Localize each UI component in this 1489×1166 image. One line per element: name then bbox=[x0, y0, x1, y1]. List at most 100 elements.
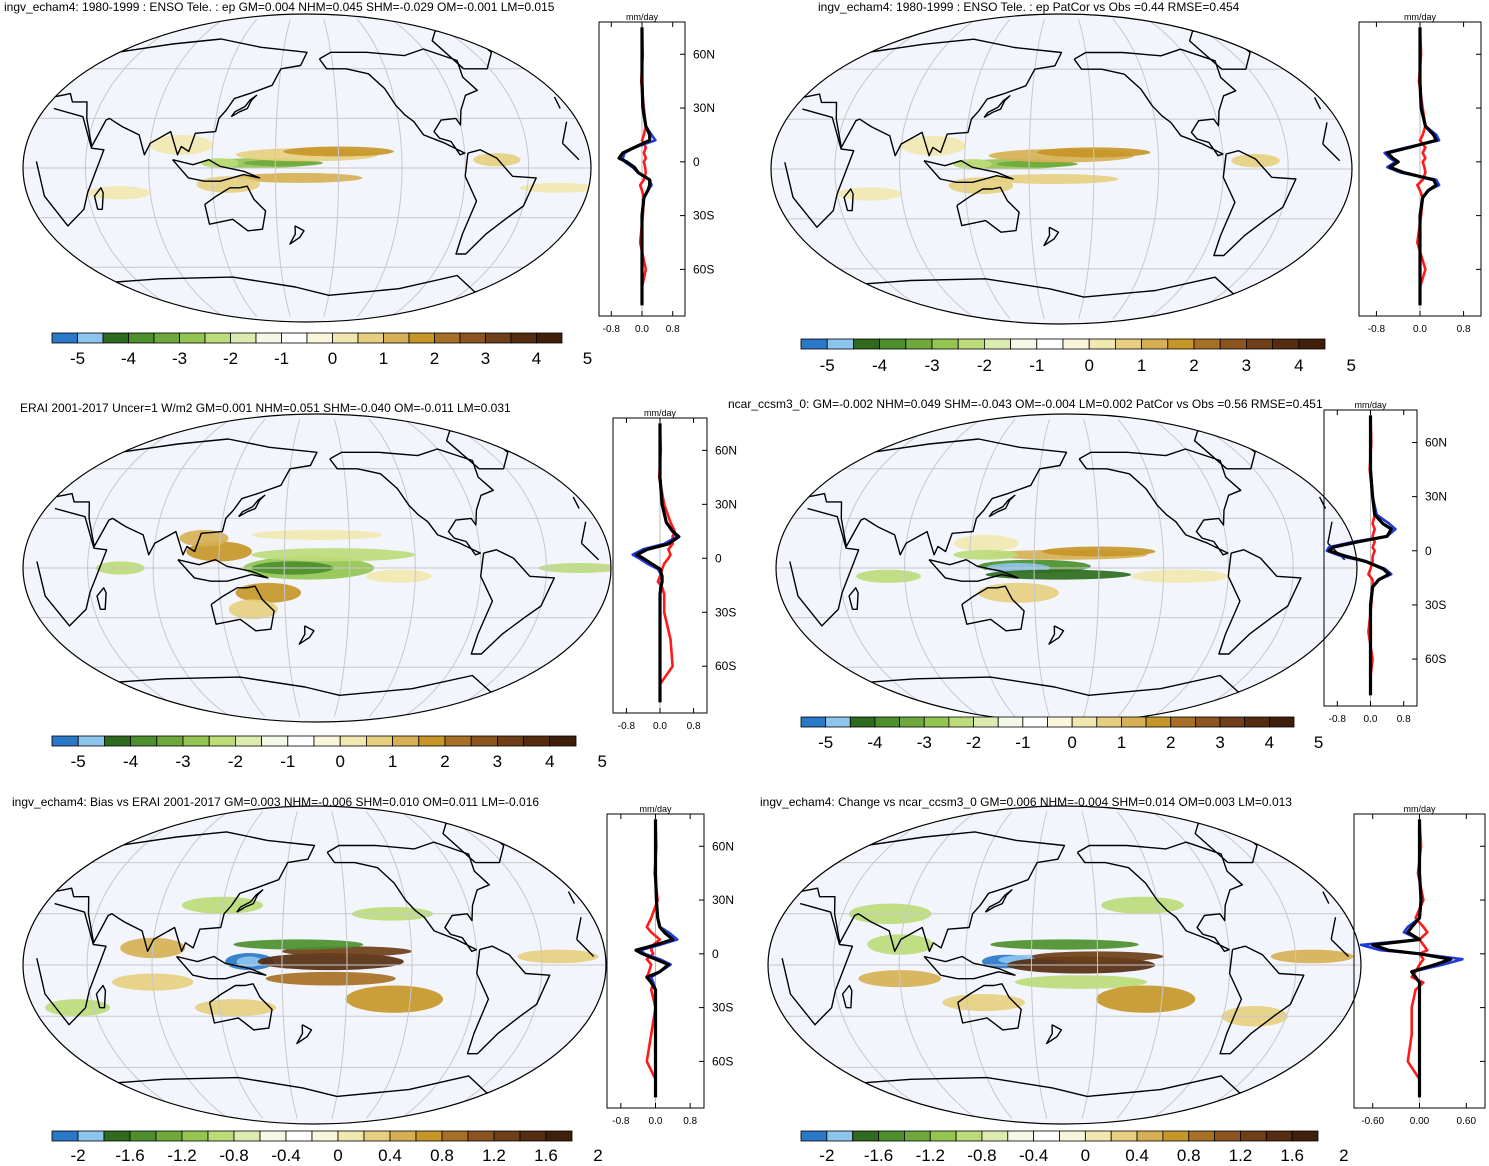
field-anomaly bbox=[856, 569, 921, 583]
colorbar-swatch bbox=[1244, 716, 1270, 728]
colorbar-tick-label: 1 bbox=[387, 752, 398, 771]
colorbar-swatch bbox=[1193, 338, 1221, 350]
colorbar-swatch bbox=[444, 735, 472, 747]
colorbar-swatch bbox=[510, 332, 537, 344]
colorbar-swatch bbox=[153, 332, 180, 344]
colorbar-swatch bbox=[1136, 1130, 1164, 1142]
coastline-madagascar bbox=[848, 587, 859, 610]
panel-title: ncar_ccsm3_0: GM=-0.002 NHM=0.049 SHM=-0… bbox=[728, 397, 1323, 411]
colorbar-swatch bbox=[181, 1130, 209, 1142]
coastline-europeAsia bbox=[802, 38, 1322, 157]
colorbar-tick-label: -4 bbox=[872, 356, 888, 375]
coastline-southAmerica bbox=[455, 149, 537, 255]
panel-title: ingv_echam4: 1980-1999 : ENSO Tele. : ep… bbox=[818, 0, 1240, 14]
colorbar-tick-label: -0.4 bbox=[271, 1146, 301, 1165]
x-tick-label: 0.0 bbox=[635, 324, 649, 335]
colorbar-tick-label: -2 bbox=[819, 1146, 835, 1165]
x-tick-label: -0.8 bbox=[1329, 714, 1347, 725]
colorbar-swatch bbox=[800, 1130, 828, 1142]
colorbar-swatch bbox=[287, 735, 315, 747]
colorbar-swatch bbox=[1219, 338, 1247, 350]
coastline-nz bbox=[298, 625, 315, 645]
colorbar-tick-label: 0.4 bbox=[378, 1146, 402, 1165]
colorbar-tick-label: 2 bbox=[1189, 356, 1199, 375]
colorbar-tick-label: -1.2 bbox=[915, 1146, 945, 1165]
coastline-antarctica bbox=[94, 1075, 535, 1098]
panel-title: ingv_echam4: Change vs ncar_ccsm3_0 GM=0… bbox=[760, 795, 1292, 809]
colorbar-swatch bbox=[208, 735, 236, 747]
colorbar-swatch bbox=[104, 735, 132, 747]
coastline-africa bbox=[35, 107, 580, 227]
x-tick-label: 0.8 bbox=[687, 721, 701, 732]
x-tick-label: -0.8 bbox=[618, 721, 636, 732]
colorbar-tick-label: 1.2 bbox=[1228, 1146, 1253, 1165]
map-border bbox=[22, 13, 592, 323]
colorbar-tick-label: -0.8 bbox=[219, 1146, 249, 1165]
colorbar bbox=[51, 735, 577, 747]
colorbar-swatch bbox=[418, 735, 446, 747]
y-tick-label: 60S bbox=[715, 659, 736, 673]
colorbar-tick-label: 0 bbox=[333, 1146, 343, 1165]
colorbar-tick-label: 4 bbox=[531, 349, 542, 368]
colorbar-swatch bbox=[204, 332, 231, 344]
profile-line-blue bbox=[631, 423, 679, 703]
colorbar-tick-label: -1 bbox=[1029, 356, 1045, 375]
y-tick-label: 60N bbox=[715, 443, 737, 457]
field-anomaly bbox=[953, 534, 1019, 552]
colorbar-swatch bbox=[255, 332, 282, 344]
colorbar-swatch bbox=[955, 1130, 983, 1142]
unit-label: mm/day bbox=[639, 804, 672, 814]
colorbar-swatch bbox=[981, 1130, 1009, 1142]
colorbar-swatch bbox=[549, 735, 577, 747]
colorbar-swatch bbox=[313, 735, 341, 747]
colorbar-swatch bbox=[1121, 716, 1147, 728]
colorbar-swatch bbox=[77, 735, 105, 747]
y-tick-label: 0 bbox=[693, 155, 700, 169]
coastline-australia bbox=[210, 585, 275, 632]
colorbar-tick-label: -4 bbox=[120, 349, 137, 368]
field-anomaly bbox=[996, 160, 1078, 168]
colorbar-swatch bbox=[800, 338, 828, 350]
coastline-australia bbox=[957, 983, 1022, 1031]
colorbar-tick-label: 0 bbox=[327, 349, 338, 368]
field-anomaly bbox=[251, 529, 383, 540]
field-anomaly bbox=[228, 599, 278, 620]
coastline-northAmerica bbox=[1073, 48, 1237, 157]
coastline-australia bbox=[961, 585, 1025, 632]
map-border bbox=[767, 805, 1362, 1125]
colorbar-swatch bbox=[51, 735, 79, 747]
field-anomaly bbox=[233, 939, 364, 950]
field-anomaly bbox=[345, 985, 444, 1013]
coastline-southAmerica bbox=[1213, 150, 1297, 257]
coastline-japan bbox=[230, 94, 258, 118]
coastline-antarctica bbox=[840, 1075, 1289, 1098]
colorbar-swatch bbox=[470, 735, 498, 747]
colorbar-swatch bbox=[948, 716, 974, 728]
panel-title: ingv_echam4: 1980-1999 : ENSO Tele. : ep… bbox=[4, 0, 555, 14]
colorbar-swatch bbox=[874, 716, 900, 728]
coastline-indonesia bbox=[928, 559, 1019, 582]
colorbar-swatch bbox=[1047, 716, 1073, 728]
colorbar-tick-label: -2 bbox=[965, 733, 982, 752]
coastline-europeAsia bbox=[53, 38, 561, 156]
coastline-europeAsia bbox=[54, 831, 576, 952]
y-tick-label: 60S bbox=[1425, 652, 1446, 666]
colorbar-tick-label: 0.4 bbox=[1125, 1146, 1149, 1165]
y-tick-label: 0 bbox=[712, 947, 719, 961]
x-tick-label: 0.0 bbox=[649, 1116, 663, 1127]
field-anomaly bbox=[473, 153, 521, 167]
profile-line-blue bbox=[639, 819, 679, 1098]
colorbar-tick-label: 2 bbox=[440, 752, 450, 771]
field-anomaly bbox=[1231, 154, 1280, 168]
coastline-southAmerica bbox=[1219, 945, 1305, 1055]
colorbar-tick-label: -1 bbox=[273, 349, 290, 368]
coastline-northAmerica bbox=[1076, 841, 1243, 952]
colorbar-swatch bbox=[130, 735, 158, 747]
colorbar-swatch bbox=[825, 716, 851, 728]
field-anomaly bbox=[985, 569, 1132, 580]
colorbar-swatch bbox=[1265, 1130, 1293, 1142]
y-tick-label: 60N bbox=[693, 47, 715, 61]
profile-line-black bbox=[1385, 27, 1438, 306]
colorbar-swatch bbox=[415, 1130, 443, 1142]
